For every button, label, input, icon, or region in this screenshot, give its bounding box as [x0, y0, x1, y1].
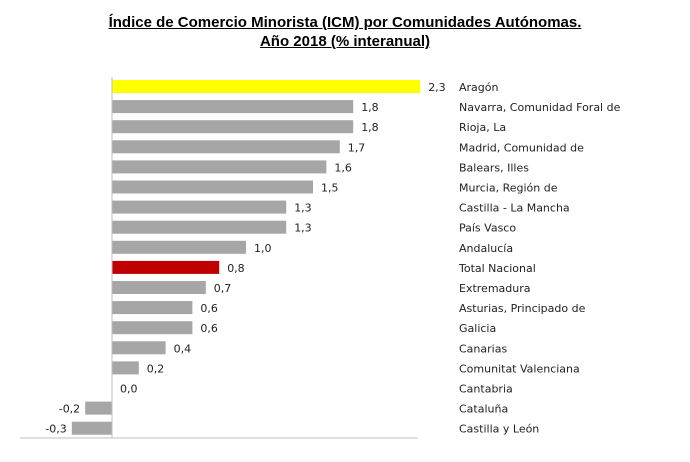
data-label: 0,6 — [200, 302, 218, 315]
data-label: 1,8 — [361, 101, 379, 114]
data-label: 0,6 — [200, 322, 218, 335]
bar — [85, 401, 112, 415]
category-label: Castilla - La Mancha — [459, 202, 570, 215]
category-label: Castilla y León — [459, 423, 539, 436]
chart-title-block: Índice de Comercio Minorista (ICM) por C… — [0, 13, 690, 51]
bar — [112, 341, 166, 355]
category-label: País Vasco — [459, 222, 516, 235]
category-label: Madrid, Comunidad de — [459, 141, 584, 154]
data-label: -0,2 — [59, 403, 80, 416]
bar — [112, 281, 206, 294]
bar — [112, 260, 220, 274]
data-label: 1,3 — [294, 222, 312, 235]
category-label: Cataluña — [459, 403, 508, 416]
data-label: 2,3 — [428, 81, 446, 94]
category-label: Comunitat Valenciana — [459, 362, 580, 375]
category-label: Asturias, Principado de — [459, 302, 586, 315]
bar — [112, 80, 421, 93]
data-label: 1,7 — [348, 141, 366, 154]
category-label: Balears, Illes — [459, 161, 529, 174]
category-label: Navarra, Comunidad Foral de — [459, 101, 621, 114]
data-label: 1,8 — [361, 121, 379, 134]
category-label: Aragón — [459, 81, 499, 94]
data-label: -0,3 — [45, 423, 66, 436]
bar — [112, 200, 287, 214]
category-label: Andalucía — [459, 242, 513, 255]
category-label: Canarias — [459, 342, 507, 355]
data-label: 1,3 — [294, 202, 312, 215]
bar — [112, 301, 193, 315]
data-label: 1,6 — [334, 161, 352, 174]
data-label: 1,0 — [254, 242, 272, 255]
data-label: 1,5 — [321, 182, 339, 195]
data-label: 0,8 — [227, 262, 245, 275]
category-label: Rioja, La — [459, 121, 506, 134]
bar — [71, 421, 112, 435]
bar — [112, 321, 193, 335]
bar — [112, 100, 354, 114]
bar — [112, 220, 287, 234]
bar — [112, 180, 313, 194]
bar — [112, 160, 327, 174]
data-label: 0,0 — [120, 383, 138, 396]
category-label: Extremadura — [459, 282, 531, 295]
category-label: Total Nacional — [458, 262, 536, 275]
bar — [112, 140, 340, 154]
data-label: 0,2 — [147, 362, 165, 375]
category-label: Murcia, Región de — [459, 182, 558, 195]
data-label: 0,4 — [174, 342, 192, 355]
chart-subtitle: Año 2018 (% interanual) — [259, 33, 431, 50]
chart-title: Índice de Comercio Minorista (ICM) por C… — [108, 14, 582, 31]
data-label: 0,7 — [214, 282, 232, 295]
bar — [112, 240, 246, 254]
bar — [112, 120, 354, 134]
bar — [112, 361, 139, 375]
category-label: Cantabria — [459, 383, 513, 396]
category-label: Galicia — [459, 322, 496, 335]
